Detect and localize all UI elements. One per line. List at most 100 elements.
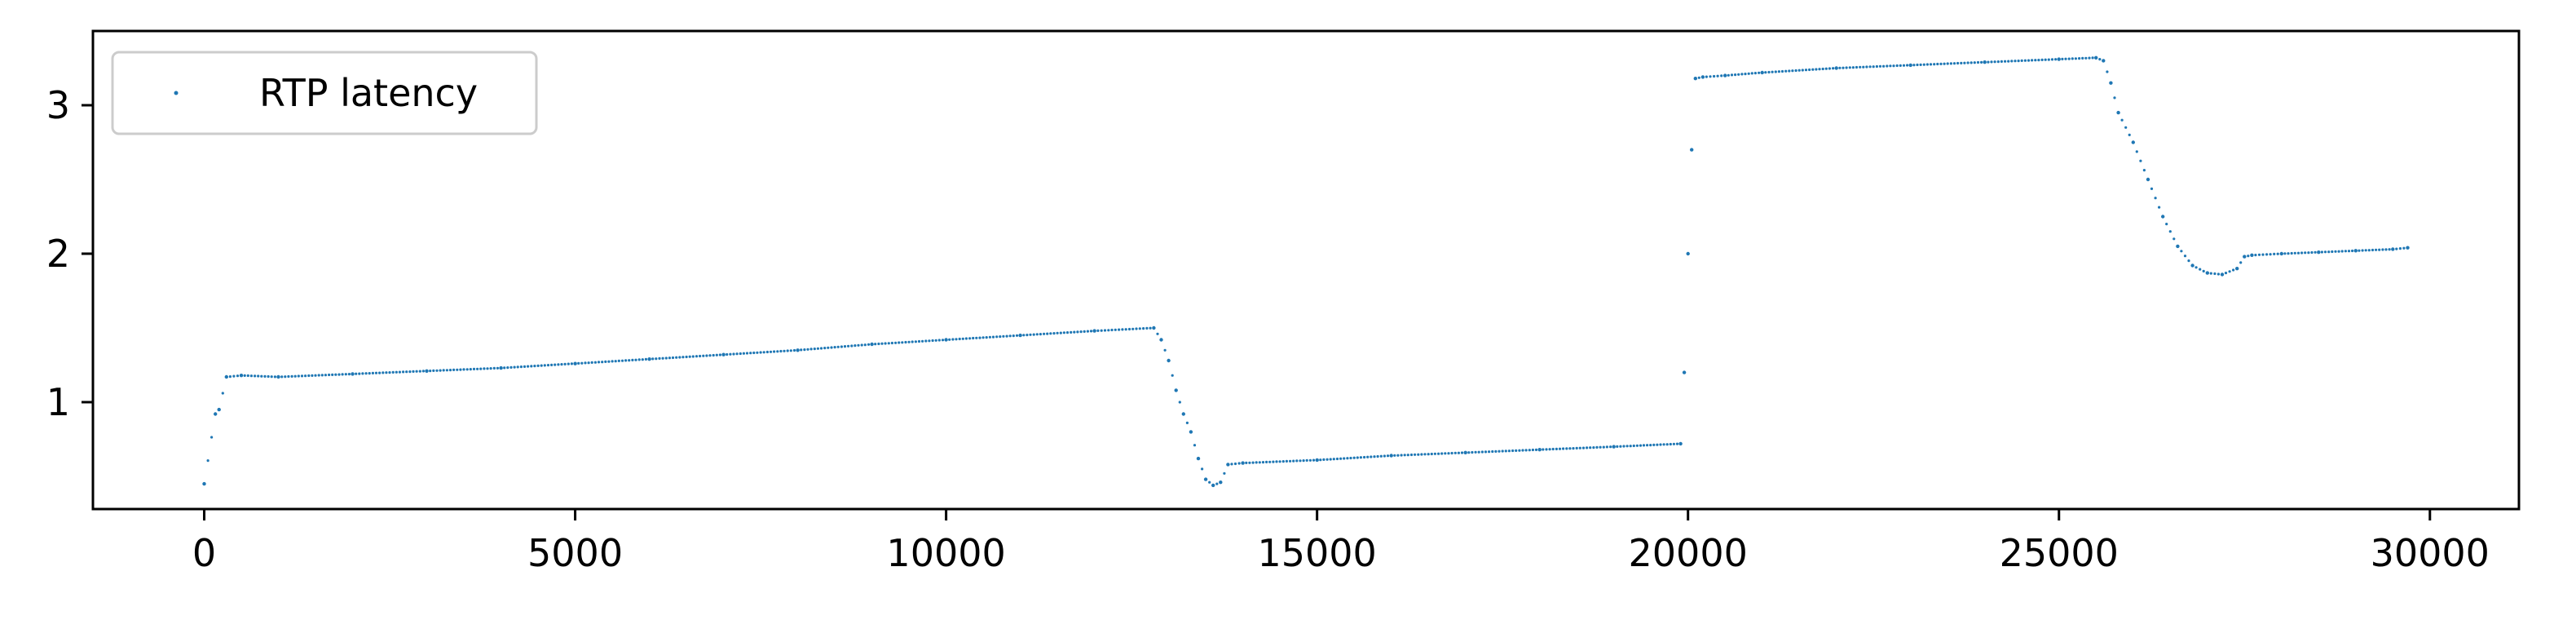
- data-point: [2276, 252, 2279, 255]
- data-point: [439, 369, 442, 372]
- data-point: [1524, 449, 1528, 452]
- data-point: [742, 352, 746, 355]
- data-point: [2364, 249, 2367, 252]
- data-point: [604, 360, 607, 363]
- x-tick-label: 10000: [886, 531, 1005, 575]
- data-point: [1925, 63, 1929, 66]
- data-point: [355, 372, 358, 375]
- data-point: [2247, 255, 2250, 258]
- data-point: [789, 349, 792, 352]
- data-point: [2217, 272, 2220, 276]
- data-point: [1086, 330, 1089, 333]
- data-point: [1575, 446, 1578, 450]
- data-point: [1983, 60, 1987, 64]
- data-point: [847, 344, 850, 348]
- data-point: [2165, 223, 2168, 226]
- data-point: [1612, 445, 1616, 449]
- data-point: [2307, 251, 2310, 255]
- data-point: [1750, 72, 1753, 75]
- data-point: [1089, 330, 1093, 333]
- data-point: [840, 345, 843, 348]
- data-point: [2091, 56, 2094, 60]
- data-point: [442, 369, 445, 372]
- data-point: [1159, 338, 1163, 342]
- plot-frame: [91, 29, 2521, 511]
- data-point: [611, 360, 614, 363]
- data-point: [2367, 249, 2371, 252]
- data-point: [2150, 187, 2154, 190]
- data-point: [1211, 483, 1215, 488]
- data-point: [1433, 452, 1436, 455]
- data-point: [1149, 326, 1152, 330]
- data-point: [567, 362, 570, 365]
- data-point: [1261, 461, 1265, 464]
- data-point: [776, 350, 779, 353]
- data-point: [1716, 74, 1719, 78]
- data-point: [1507, 450, 1511, 453]
- data-point: [985, 336, 988, 339]
- data-point: [395, 370, 398, 374]
- data-point: [1562, 447, 1565, 450]
- data-point: [732, 352, 735, 356]
- data-point: [1794, 69, 1797, 73]
- data-point: [1142, 327, 1145, 330]
- data-point: [850, 344, 854, 348]
- data-point: [1233, 462, 1237, 466]
- data-point: [1275, 460, 1278, 463]
- data-point: [1723, 73, 1727, 78]
- data-point: [1625, 445, 1629, 448]
- data-point: [456, 368, 459, 371]
- data-point: [664, 356, 668, 360]
- data-point: [1828, 67, 1831, 70]
- data-point: [884, 342, 887, 345]
- data-point: [1396, 454, 1400, 457]
- data-point: [2391, 247, 2395, 251]
- data-point: [523, 365, 527, 368]
- data-point: [2194, 266, 2198, 269]
- data-point: [1114, 328, 1117, 331]
- data-point: [587, 361, 590, 365]
- data-point: [1824, 67, 1828, 70]
- data-point: [634, 358, 637, 361]
- data-point: [786, 349, 789, 352]
- data-point: [752, 351, 756, 355]
- data-point: [2071, 57, 2074, 60]
- data-point: [2027, 59, 2031, 62]
- data-point: [1834, 66, 1838, 70]
- data-point: [2279, 251, 2283, 256]
- data-point: [1678, 441, 1683, 446]
- data-point: [2081, 56, 2084, 60]
- data-point: [1457, 451, 1460, 454]
- data-point: [533, 365, 536, 368]
- data-point: [2384, 248, 2388, 251]
- data-point: [347, 373, 351, 376]
- data-point: [628, 359, 631, 362]
- data-point: [1842, 66, 1845, 69]
- data-point: [1551, 447, 1555, 451]
- data-point: [2300, 251, 2304, 255]
- data-point: [894, 341, 898, 344]
- data-point: [1258, 461, 1261, 464]
- data-point: [1480, 450, 1484, 454]
- data-point: [1872, 65, 1875, 69]
- data-point: [2232, 268, 2235, 272]
- data-point: [941, 339, 945, 342]
- data-point: [2074, 57, 2077, 60]
- data-point: [1299, 459, 1302, 463]
- data-point: [1035, 333, 1039, 336]
- data-point: [554, 363, 557, 366]
- data-point: [1265, 460, 1268, 464]
- data-point: [678, 356, 681, 359]
- data-point: [1537, 448, 1542, 452]
- data-point: [2283, 252, 2287, 255]
- data-point: [1092, 329, 1096, 333]
- data-point: [2371, 248, 2375, 252]
- data-point: [1933, 63, 1936, 66]
- data-point: [382, 371, 385, 374]
- data-point: [1892, 64, 1895, 68]
- data-point: [1393, 454, 1396, 457]
- data-point: [560, 363, 563, 366]
- data-point: [1791, 69, 1794, 73]
- legend-marker: [174, 91, 179, 95]
- data-point: [2269, 253, 2272, 256]
